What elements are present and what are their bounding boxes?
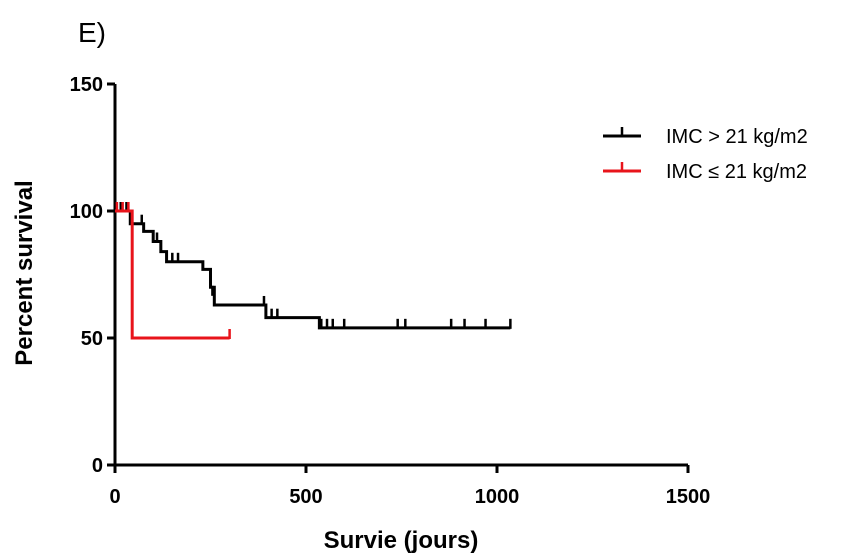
y-tick-label: 50 <box>81 328 103 350</box>
x-tick-label: 1000 <box>475 486 520 508</box>
ticks: 0 500 1000 1500 0 50 100 150 <box>70 74 711 508</box>
x-tick-label: 500 <box>289 486 322 508</box>
y-axis-title: Percent survival <box>11 180 38 365</box>
y-tick-label: 150 <box>70 74 103 96</box>
x-axis-title: Survie (jours) <box>324 527 479 554</box>
survival-curve-2 <box>115 209 230 340</box>
series-layer <box>115 202 512 340</box>
survival-curve-1 <box>115 209 511 330</box>
axes <box>113 84 688 467</box>
panel-label: E) <box>78 17 106 48</box>
legend: IMC > 21 kg/m2 IMC ≤ 21 kg/m2 <box>603 126 808 183</box>
x-tick-label: 0 <box>109 486 120 508</box>
legend-label: IMC ≤ 21 kg/m2 <box>666 161 807 183</box>
y-tick-label: 100 <box>70 201 103 223</box>
legend-label: IMC > 21 kg/m2 <box>666 126 808 148</box>
x-tick-label: 1500 <box>666 486 711 508</box>
y-tick-label: 0 <box>92 455 103 477</box>
